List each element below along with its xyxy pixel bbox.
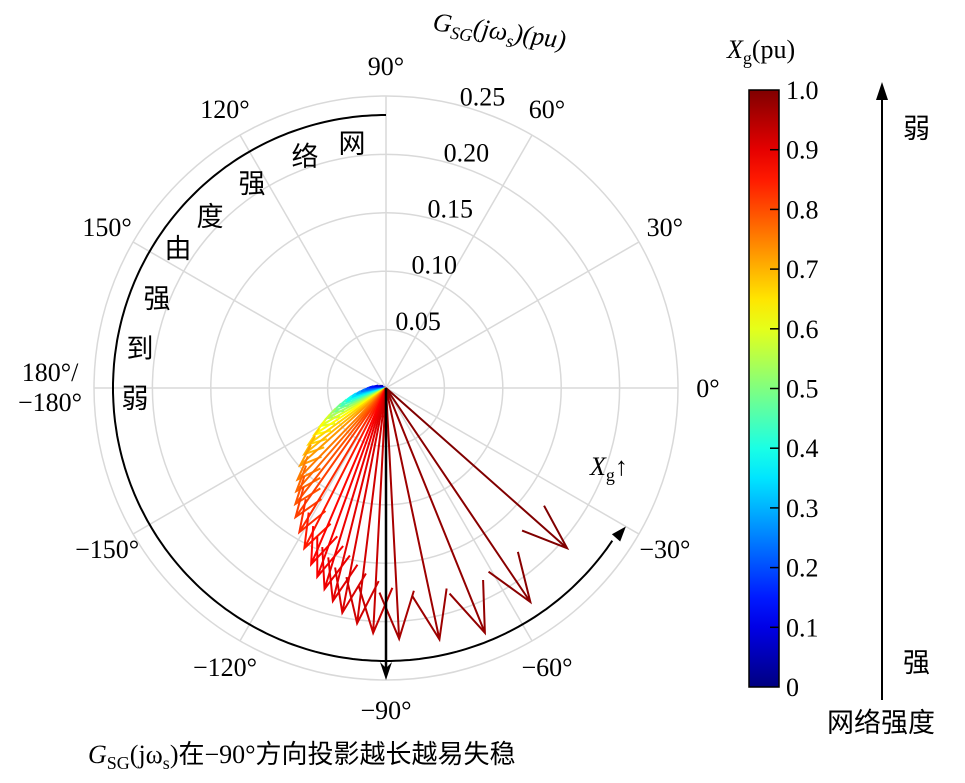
arc-annotation-char: 强 — [144, 284, 171, 314]
colorbar-tick-label: 0.8 — [786, 195, 819, 224]
grid-spoke — [132, 241, 387, 389]
phasor-arrow — [345, 387, 387, 627]
phasor-arrow — [385, 387, 532, 605]
colorbar-tick-label: 0.3 — [786, 494, 819, 523]
angle-tick-label-line: 30° — [647, 213, 683, 242]
angle-tick-label-line: −90° — [360, 696, 411, 725]
angle-tick-label-line: 0° — [696, 374, 719, 403]
angle-tick-label: −60° — [521, 653, 572, 682]
phasor-arrow — [293, 387, 387, 520]
angle-tick-label: 120° — [200, 95, 249, 124]
colorbar-tick-label: 1.0 — [786, 76, 819, 105]
angle-tick-label-line: −150° — [75, 535, 139, 564]
network-strength-arc — [112, 114, 626, 662]
colorbar-tick-label: 0.7 — [786, 255, 819, 284]
arc-annotation-char: 度 — [197, 202, 224, 232]
phasor-arrow — [385, 387, 448, 643]
grid-spoke — [385, 134, 533, 389]
colorbar-tick-label: 0.9 — [786, 136, 819, 165]
radial-tick-label: 0.10 — [411, 251, 457, 280]
angle-tick-label: −150° — [75, 535, 139, 564]
angle-tick-label-line: 90° — [368, 52, 404, 81]
arc-arrowhead — [611, 526, 626, 542]
angle-tick-label-line: 120° — [200, 95, 249, 124]
colorbar-tick-label: 0 — [786, 673, 799, 702]
angle-tick-label: 0° — [696, 374, 719, 403]
reference-arrow-head — [380, 662, 392, 680]
colorbar-tick-label: 0.1 — [786, 613, 819, 642]
colorbar-title: Xg(pu) — [726, 35, 795, 68]
caption: GSG(jωs)在−90°方向投影越长越易失稳 — [88, 740, 516, 773]
phasor-arrow — [385, 387, 486, 636]
phasor-arrow — [297, 387, 387, 535]
phasor-arrow — [385, 387, 570, 551]
angle-tick-label-line: 180°/ — [22, 358, 79, 387]
angle-tick-label: 30° — [647, 213, 683, 242]
angle-tick-label: −90° — [360, 696, 411, 725]
radial-tick-label: 0.15 — [428, 195, 474, 224]
colorbar-ticks: 1.0 0.9 0.8 0.7 0.6 0.5 0.4 0.3 0.2 0.1 0 — [770, 76, 819, 702]
angle-tick-label: −120° — [193, 653, 257, 682]
grid-spoke — [385, 241, 640, 389]
strength-axis-label: 网络强度 — [827, 708, 935, 738]
arc-annotation-char: 强 — [239, 169, 266, 199]
phasor-arrow — [297, 387, 387, 468]
strength-axis-arrowhead — [876, 82, 888, 100]
radial-tick-labels: 0.05 0.10 0.15 0.20 0.25 — [395, 82, 505, 336]
radial-tick-label: 0.05 — [395, 307, 441, 336]
arc-annotation-char: 由 — [165, 234, 192, 264]
angle-tick-label-line: −120° — [193, 653, 257, 682]
xg-increase-label: Xg↑ — [589, 452, 628, 485]
grid-spoke — [385, 387, 640, 535]
radial-tick-label: 0.20 — [444, 138, 490, 167]
colorbar-tick-label: 0.5 — [786, 375, 819, 404]
angle-tick-labels: 90° 60° 30° 0° −30° −60° −90° −120° −150° 180°/−1… — [18, 52, 720, 725]
reference-arrow — [380, 388, 392, 680]
arc-annotation-char: 到 — [127, 334, 154, 364]
arc-annotation-char: 网 — [339, 129, 366, 159]
radial-axis-title: GSG(jωs)(pu) — [431, 7, 568, 58]
angle-tick-label: −30° — [639, 535, 690, 564]
angle-tick-label-line: −180° — [18, 388, 82, 417]
strength-weak-label: 弱 — [903, 114, 930, 144]
angle-tick-label-line: 60° — [529, 95, 565, 124]
angle-tick-label: 180°/−180° — [18, 358, 82, 417]
angle-tick-label: 90° — [368, 52, 404, 81]
angle-tick-label-line: 150° — [82, 213, 131, 242]
angle-tick-label-line: −60° — [521, 653, 572, 682]
angle-tick-label: 60° — [529, 95, 565, 124]
strength-strong-label: 强 — [903, 648, 930, 678]
arc-annotation-char: 弱 — [122, 384, 149, 414]
arc-line — [112, 114, 614, 662]
colorbar-tick-label: 0.4 — [786, 434, 819, 463]
phasor-arrows — [293, 384, 570, 643]
angle-tick-label: 150° — [82, 213, 131, 242]
grid-spoke — [385, 387, 533, 642]
angle-tick-label-line: −30° — [639, 535, 690, 564]
arc-annotation-char: 络 — [292, 142, 319, 172]
colorbar-tick-label: 0.2 — [786, 554, 819, 583]
radial-tick-label: 0.25 — [460, 82, 506, 111]
grid-spoke — [239, 134, 387, 389]
phasor-arrow — [303, 387, 387, 551]
colorbar-tick-label: 0.6 — [786, 315, 819, 344]
